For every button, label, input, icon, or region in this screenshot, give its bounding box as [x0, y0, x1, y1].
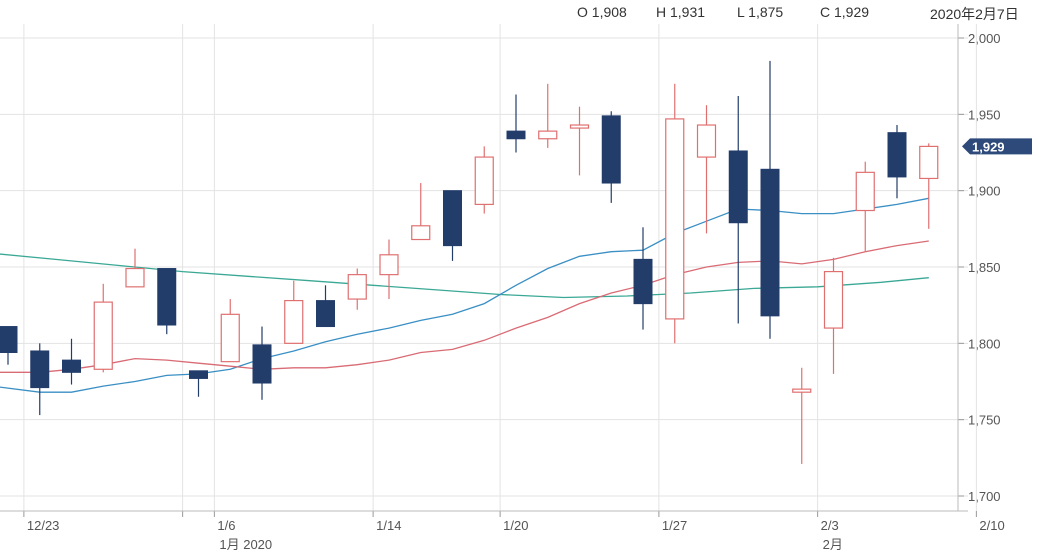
x-tick-label: 1/20 — [503, 518, 528, 533]
candle-body-up — [347, 274, 367, 300]
y-tick-label: 1,700 — [968, 489, 1001, 504]
candle-body-down — [443, 190, 462, 247]
candle-body-down — [887, 132, 907, 178]
candle-body-up — [411, 225, 431, 241]
candle-body-down — [760, 168, 780, 317]
ohlc-low: L 1,875 — [737, 4, 784, 20]
last-price-tag — [962, 138, 1032, 155]
candle-body-up — [125, 267, 145, 288]
candle-body-up — [284, 299, 304, 344]
candle-body-up — [569, 124, 590, 129]
candle-body-up — [379, 254, 399, 276]
y-tick-label: 1,950 — [968, 107, 1001, 122]
y-tick-label: 1,900 — [968, 184, 1001, 199]
x-month-label: 2月 — [823, 537, 843, 552]
candle-body-down — [252, 344, 272, 384]
x-tick-label: 2/10 — [979, 518, 1004, 533]
x-tick-label: 1/14 — [376, 518, 401, 533]
last-price-label: 1,929 — [972, 139, 1005, 154]
candle-body-up — [474, 156, 494, 206]
x-tick-label: 12/23 — [27, 518, 60, 533]
plot-area — [0, 60, 939, 464]
y-tick-label: 1,750 — [968, 413, 1001, 428]
x-tick-label: 1/27 — [662, 518, 687, 533]
candle-body-down — [601, 115, 621, 184]
candle-body-up — [855, 171, 875, 212]
candle-body-down — [316, 300, 335, 328]
x-tick-label: 2/3 — [821, 518, 839, 533]
candle-body-down — [506, 130, 526, 140]
y-tick-label: 2,000 — [968, 31, 1001, 46]
y-tick-label: 1,850 — [968, 260, 1001, 275]
candle-body-up — [93, 301, 113, 370]
ohlc-close: C 1,929 — [820, 4, 870, 20]
candle-body-up — [696, 124, 717, 158]
candle-body-down — [728, 150, 748, 224]
ohlc-high: H 1,931 — [656, 4, 706, 20]
candle-body-down — [62, 359, 81, 373]
candle-body-down — [157, 268, 177, 326]
candle-body-up — [792, 388, 812, 393]
candle-body-up — [823, 270, 844, 329]
candle-body-down — [189, 370, 208, 379]
moving-average-line-3 — [0, 240, 929, 373]
candle-body-up — [538, 130, 558, 140]
candle-body-down — [633, 258, 653, 305]
candle-body-up — [665, 118, 685, 320]
moving-average-line-2 — [0, 197, 929, 393]
moving-average-line-1 — [0, 253, 929, 299]
candle-body-up — [919, 145, 939, 180]
y-tick-label: 1,800 — [968, 336, 1001, 351]
candle-body-down — [0, 326, 18, 353]
x-tick-label: 1/6 — [217, 518, 235, 533]
ohlc-open: O 1,908 — [577, 4, 627, 20]
ohlc-date: 2020年2月7日 — [930, 6, 1019, 22]
candle-body-down — [30, 350, 50, 389]
candle-body-up — [220, 313, 240, 363]
x-month-label: 1月 2020 — [219, 537, 272, 552]
